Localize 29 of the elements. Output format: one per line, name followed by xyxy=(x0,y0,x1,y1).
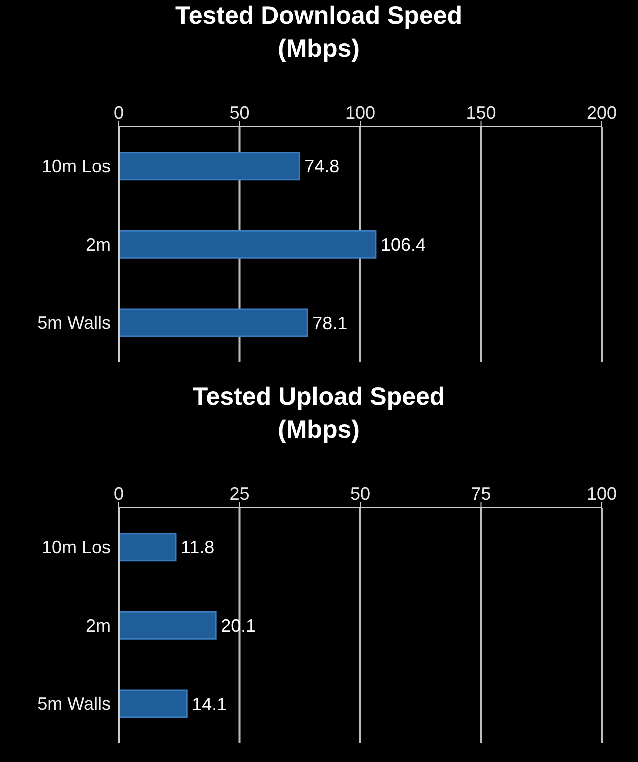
data-label: 14.1 xyxy=(192,694,228,714)
data-label: 78.1 xyxy=(312,313,348,334)
x-tick-label: 50 xyxy=(350,484,371,504)
chart-title: Tested Download Speed (Mbps) xyxy=(174,1,464,65)
bar xyxy=(119,230,377,259)
chart-title: Tested Upload Speed (Mbps) xyxy=(192,382,446,446)
x-tick-label: 25 xyxy=(230,484,250,504)
y-tick-label: 5m Walls xyxy=(38,313,111,334)
bar xyxy=(119,611,217,640)
x-tick-label: 100 xyxy=(586,484,618,504)
bar xyxy=(119,308,308,338)
x-tick-label: 0 xyxy=(114,103,124,123)
data-label: 11.8 xyxy=(180,538,215,558)
x-tick-label: 50 xyxy=(230,103,250,123)
y-tick-label: 2m xyxy=(86,616,111,636)
y-tick-label: 2m xyxy=(86,234,111,255)
y-tick-label: 10m Los xyxy=(42,538,111,558)
bar xyxy=(119,152,300,181)
x-tick-label: 200 xyxy=(586,103,618,123)
bar xyxy=(119,690,188,718)
x-tick-label: 75 xyxy=(471,484,492,504)
x-tick-label: 100 xyxy=(345,103,376,123)
bar xyxy=(119,533,177,562)
x-tick-label: 0 xyxy=(114,484,124,504)
data-label: 74.8 xyxy=(304,156,340,177)
y-tick-label: 10m Los xyxy=(42,156,111,177)
x-tick-label: 150 xyxy=(466,103,496,123)
y-tick-label: 5m Walls xyxy=(38,694,111,714)
data-label: 106.4 xyxy=(380,235,426,256)
